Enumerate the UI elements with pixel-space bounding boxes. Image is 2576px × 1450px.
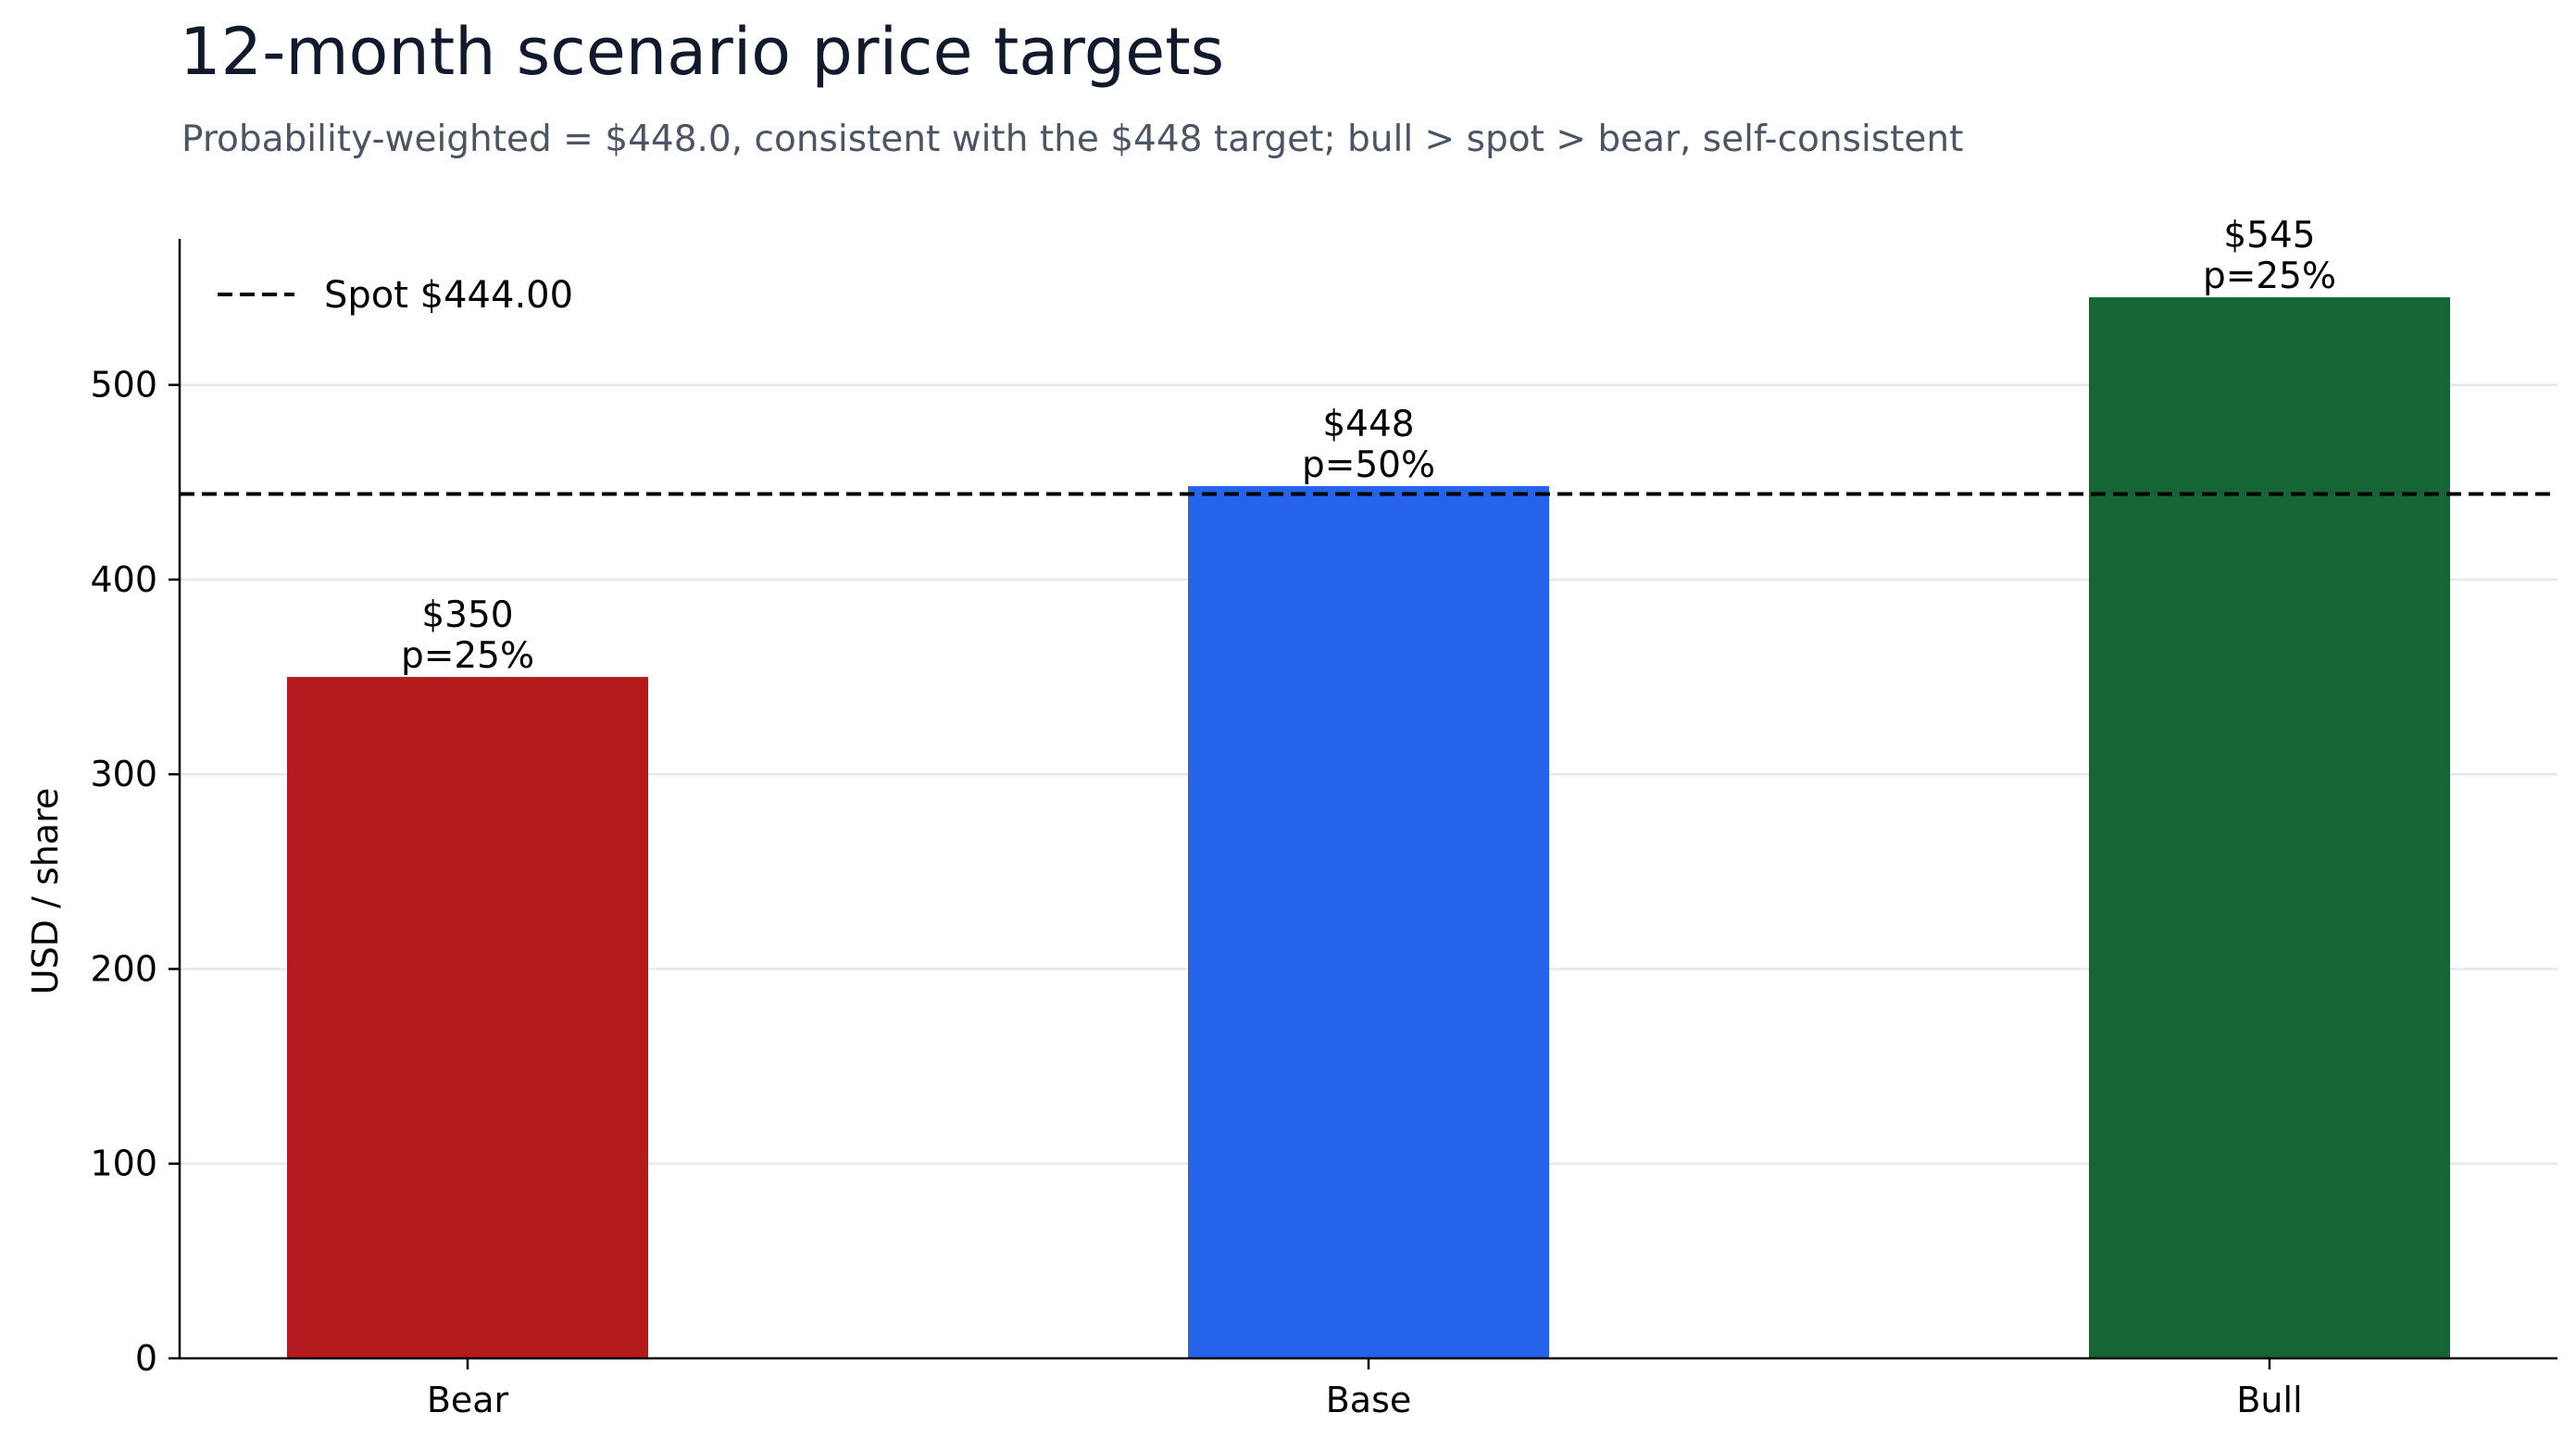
y-tick-label: 100: [90, 1144, 157, 1184]
y-tick-label: 0: [135, 1338, 157, 1379]
x-tick-label: Base: [1326, 1380, 1412, 1420]
bar-base: [1188, 486, 1549, 1358]
value-label: $350: [421, 594, 513, 636]
y-tick-label: 400: [90, 559, 157, 600]
axes: 0 100 200 300 400 500 Bear Base Bull: [90, 239, 2557, 1420]
bar-bear: [287, 677, 648, 1358]
legend: Spot $444.00: [218, 274, 573, 317]
bar-bull: [2089, 297, 2450, 1358]
x-tick-label: Bear: [427, 1380, 509, 1420]
legend-label: Spot $444.00: [324, 274, 573, 317]
x-tick-label: Bull: [2236, 1380, 2302, 1420]
bars: [287, 297, 2450, 1358]
y-tick-label: 500: [90, 365, 157, 406]
y-tick-label: 300: [90, 754, 157, 794]
value-label: $545: [2223, 215, 2315, 256]
probability-label: p=25%: [401, 635, 534, 677]
probability-label: p=50%: [1302, 444, 1435, 486]
value-label: $448: [1322, 404, 1414, 445]
chart-subtitle: Probability-weighted = $448.0, consisten…: [181, 119, 1964, 160]
probability-label: p=25%: [2203, 256, 2336, 297]
y-axis-title: USD / share: [25, 788, 66, 995]
chart-title: 12-month scenario price targets: [180, 14, 1225, 90]
y-tick-label: 200: [90, 948, 157, 989]
